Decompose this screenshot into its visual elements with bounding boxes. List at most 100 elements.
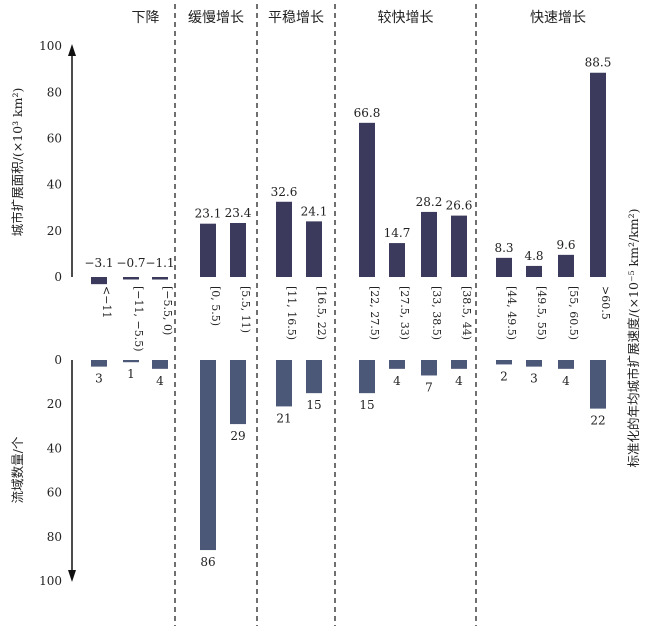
area-bar <box>230 222 246 277</box>
category-label: [−11, −5.5) <box>132 286 145 352</box>
area-axis: 0 20 40 60 80 100 <box>39 39 76 284</box>
area-bar <box>123 277 139 280</box>
count-bar <box>123 360 139 363</box>
area-value-label: 28.2 <box>416 195 443 209</box>
category-label: >60.5 <box>599 286 612 320</box>
group-title: 缓慢增长 <box>188 9 244 26</box>
count-value-label: 86 <box>200 555 215 569</box>
area-tick-label: 100 <box>39 39 62 53</box>
count-bar <box>496 360 512 365</box>
count-bars: 3 1 4 86 29 21 15 15 4 7 4 2 3 4 22 <box>91 360 606 569</box>
category-label: [55, 60.5) <box>567 286 580 340</box>
category-label: [49.5, 55) <box>535 286 548 340</box>
area-value-label: 66.8 <box>354 106 381 120</box>
category-label: <−11 <box>100 286 113 318</box>
category-label: [5.5, 11) <box>239 286 252 333</box>
group-title: 下降 <box>132 10 160 26</box>
count-value-label: 3 <box>530 372 538 386</box>
area-value-label: 32.6 <box>271 185 298 199</box>
area-tick-label: 40 <box>47 178 62 192</box>
area-value-label: 26.6 <box>446 199 473 213</box>
count-tick-label: 60 <box>47 486 62 500</box>
area-axis-label: 城市扩展面积/(×10³ km²) <box>10 88 25 237</box>
count-bar <box>558 360 574 369</box>
count-value-label: 15 <box>306 398 321 412</box>
category-label: [11, 16.5) <box>285 286 298 340</box>
count-bar <box>152 360 168 369</box>
area-tick-label: 20 <box>47 224 62 238</box>
area-bar <box>558 254 574 277</box>
count-axis-label: 流域数量/个 <box>10 436 25 503</box>
count-bar <box>451 360 467 369</box>
area-value-label: −1.1 <box>145 256 174 270</box>
count-bar <box>526 360 542 367</box>
area-bar <box>359 122 375 278</box>
count-tick-label: 80 <box>47 530 62 544</box>
group-title: 较快增长 <box>378 10 434 26</box>
count-tick-label: 100 <box>39 574 62 588</box>
area-value-label: 8.3 <box>494 241 513 255</box>
category-label: [33, 38.5) <box>430 286 443 340</box>
area-value-label: 9.6 <box>556 238 575 252</box>
area-bar <box>152 277 168 280</box>
count-value-label: 22 <box>590 414 605 428</box>
category-label: [22, 27.5) <box>368 286 381 340</box>
category-label: [−5.5, 0) <box>161 286 174 335</box>
count-value-label: 2 <box>500 369 508 383</box>
count-bar <box>389 360 405 369</box>
category-label: [44, 49.5) <box>505 286 518 340</box>
count-bar <box>590 360 606 409</box>
count-value-label: 29 <box>230 429 245 443</box>
count-tick-label: 0 <box>54 353 62 367</box>
count-value-label: 21 <box>276 411 291 425</box>
area-bar <box>421 211 437 277</box>
group-titles: 下降 缓慢增长 平稳增长 较快增长 快速增长 <box>132 9 587 26</box>
count-bar <box>200 360 216 551</box>
count-axis: 0 20 40 60 80 100 <box>39 353 76 588</box>
count-bar <box>306 360 322 394</box>
area-bar <box>306 221 322 277</box>
area-value-label: 4.8 <box>524 249 543 263</box>
count-value-label: 4 <box>156 374 164 388</box>
count-value-label: 1 <box>127 367 135 381</box>
area-tick-label: 60 <box>47 132 62 146</box>
area-value-label: 24.1 <box>301 204 328 218</box>
category-label: [16.5, 22) <box>315 286 328 340</box>
count-axis-arrow <box>68 570 76 582</box>
count-value-label: 4 <box>562 374 570 388</box>
area-bar <box>496 257 512 277</box>
count-value-label: 7 <box>425 380 433 394</box>
area-bars: −3.1 −0.7 −1.1 23.1 23.4 32.624.1 66.8 14.7 28.2… <box>84 56 612 285</box>
count-bar <box>421 360 437 376</box>
count-tick-label: 40 <box>47 441 62 455</box>
area-value-label: 88.5 <box>585 56 612 70</box>
count-value-label: 15 <box>359 398 374 412</box>
area-value-label: −3.1 <box>84 256 113 270</box>
group-separators <box>174 4 477 626</box>
group-title: 平稳增长 <box>268 10 324 26</box>
area-bar <box>389 243 405 277</box>
category-label: [0, 5.5) <box>209 286 222 326</box>
count-value-label: 4 <box>393 374 401 388</box>
category-label: [38.5, 44) <box>460 286 473 340</box>
area-tick-label: 80 <box>47 85 62 99</box>
count-bar <box>359 360 375 394</box>
count-bar <box>276 360 292 407</box>
area-value-label: 23.4 <box>225 206 252 220</box>
count-bar <box>230 360 246 425</box>
area-bar <box>590 72 606 277</box>
count-bar <box>91 360 107 367</box>
count-value-label: 4 <box>455 374 463 388</box>
category-label: [27.5, 33) <box>398 286 411 340</box>
area-bar <box>200 223 216 277</box>
area-bar <box>276 201 292 277</box>
area-tick-label: 0 <box>54 270 62 284</box>
count-tick-label: 20 <box>47 397 62 411</box>
area-value-label: −0.7 <box>116 256 145 270</box>
category-labels: <−11 [−11, −5.5) [−5.5, 0) [0, 5.5) [5.5, 11… <box>100 286 612 352</box>
area-axis-arrow <box>68 44 76 56</box>
area-bar <box>451 215 467 277</box>
area-bar <box>526 265 542 277</box>
group-title: 快速增长 <box>530 10 586 26</box>
